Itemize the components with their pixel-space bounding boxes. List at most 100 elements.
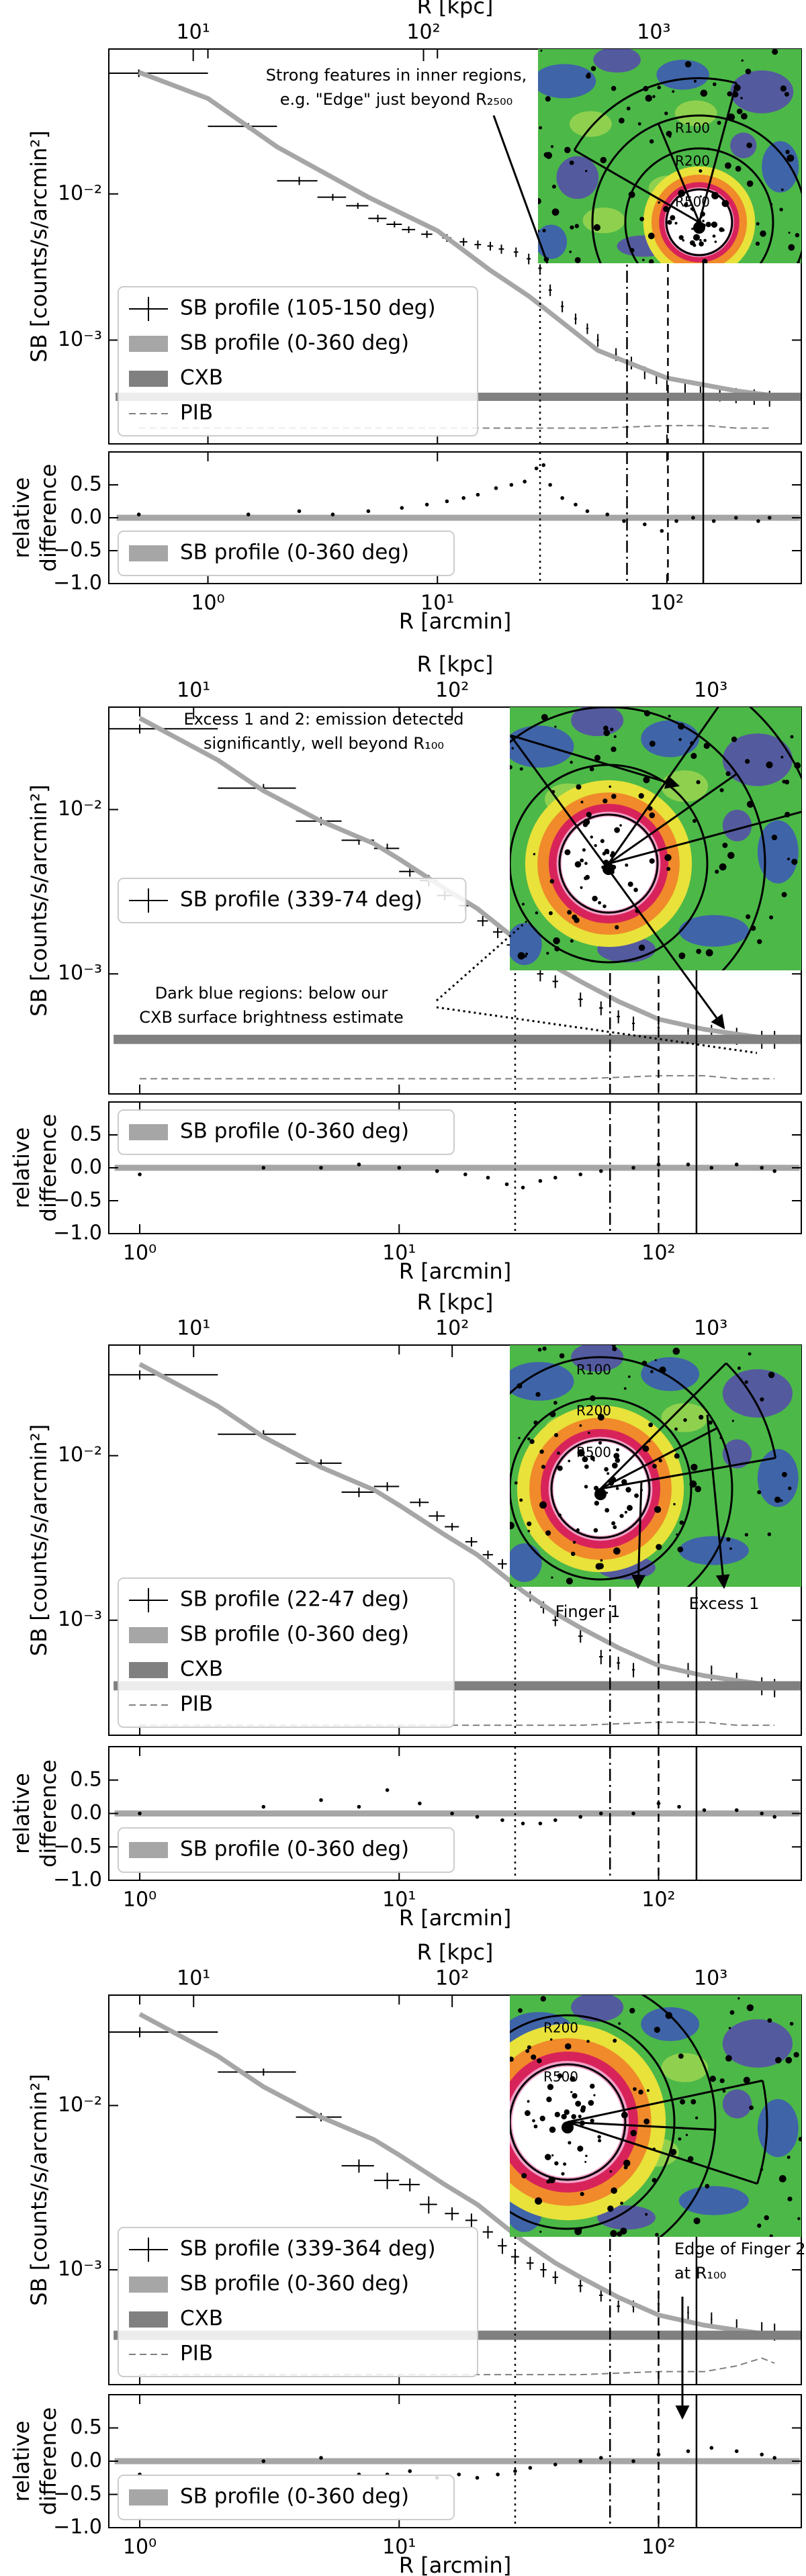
- legend-label: SB profile (0-360 deg): [180, 1119, 409, 1144]
- inset-source: [645, 2213, 648, 2216]
- inset-source: [574, 257, 581, 263]
- inset-source: [757, 1490, 762, 1495]
- inset-source: [774, 1496, 781, 1503]
- y-axis-label: SB [counts/s/arcmin²]: [26, 2074, 52, 2305]
- residual-point: [560, 496, 564, 500]
- annotation: Strong features in inner regions,: [266, 66, 527, 85]
- x-axis-label: R [arcmin]: [399, 1258, 511, 1284]
- plot-area: [114, 1162, 800, 1190]
- inset-radius-circle: [510, 1397, 692, 1581]
- annotation-arrow: [436, 1006, 758, 1054]
- inset-source: [540, 49, 543, 52]
- inset-source: [670, 215, 676, 221]
- inset-source: [781, 1471, 787, 1477]
- inset-source: [683, 203, 688, 208]
- inset-blob: [757, 820, 799, 884]
- inset-source: [687, 2156, 694, 2162]
- inset-arrow: [567, 2121, 715, 2131]
- inset-source: [620, 2201, 624, 2205]
- inset-source: [551, 2154, 554, 2157]
- inset-source: [740, 97, 743, 99]
- inset-source: [678, 738, 682, 741]
- residual-point: [541, 463, 546, 467]
- inset-source: [798, 2137, 801, 2142]
- inset-source: [638, 793, 644, 799]
- inset-source: [737, 1366, 742, 1370]
- inset-source: [580, 2105, 586, 2111]
- inset-source: [538, 229, 540, 233]
- inset-source: [537, 2058, 542, 2064]
- inset-source: [598, 1440, 602, 1445]
- residual-point: [772, 1169, 776, 1173]
- inset-sector-edge: [599, 1362, 727, 1490]
- inset-source: [603, 725, 609, 731]
- inset-source: [699, 238, 702, 242]
- inset-source: [597, 1563, 604, 1569]
- inset-source: [726, 1537, 731, 1542]
- inset-source: [584, 1464, 589, 1469]
- inset-source: [642, 259, 645, 262]
- y-tick-label: 0.5: [70, 1123, 102, 1146]
- inset-source: [655, 2233, 659, 2237]
- legend-symbol: [129, 2276, 168, 2293]
- residual-point: [397, 1166, 402, 1170]
- inset-source: [787, 2155, 791, 2159]
- inset-source: [540, 1996, 546, 2002]
- inset-source: [579, 1424, 582, 1427]
- legend-label: SB profile (339-364 deg): [180, 2237, 436, 2261]
- residual-point: [622, 519, 626, 523]
- legend-label: PIB: [180, 1692, 213, 1716]
- inset-source: [574, 224, 579, 228]
- inset-source: [611, 1521, 616, 1526]
- inset-blob: [678, 915, 749, 947]
- inset-source: [784, 91, 789, 97]
- residual-point: [677, 1804, 681, 1809]
- inset-source: [576, 784, 582, 790]
- legend-label: PIB: [180, 401, 213, 425]
- inset-source: [700, 89, 708, 97]
- inset-source: [529, 1439, 535, 1444]
- inset-source: [756, 222, 760, 226]
- inset-sector-edge: [600, 1457, 776, 1490]
- inset-source: [746, 2004, 754, 2011]
- inset-source: [778, 2175, 787, 2182]
- residual-point: [772, 2456, 776, 2460]
- inset-source: [604, 1508, 610, 1513]
- residual-point: [457, 2473, 461, 2477]
- inset-source: [749, 2105, 754, 2111]
- inset-source: [572, 2092, 578, 2099]
- inset-sector-arc: [756, 2080, 768, 2184]
- top-axis-label: R [kpc]: [417, 0, 494, 19]
- inset-source: [611, 2187, 617, 2194]
- inset-image: R100 R200 R500: [510, 1995, 801, 2237]
- x-tick-label: 10¹: [382, 2536, 416, 2559]
- inset-image: R100 R200 R500: [510, 1345, 801, 1587]
- residual-point: [538, 1179, 543, 1183]
- residual-point: [445, 499, 449, 504]
- residual-point: [408, 2469, 412, 2473]
- legend-box: [118, 878, 467, 923]
- legend-label: CXB: [180, 1657, 223, 1682]
- inset-source: [719, 863, 727, 871]
- legend-symbol: [129, 1662, 168, 1678]
- inset-source: [629, 2007, 635, 2014]
- inset-source: [646, 2089, 650, 2092]
- inset-blob: [510, 1362, 574, 1401]
- residual-point: [585, 509, 590, 513]
- legend-symbol: [129, 1842, 168, 1858]
- inset-source: [610, 727, 614, 731]
- inset-source: [787, 2197, 793, 2202]
- y-tick-label: 0.0: [70, 506, 102, 529]
- y-tick-label: −0.5: [53, 2482, 102, 2505]
- inset-source: [683, 1418, 687, 1422]
- inset-source: [521, 903, 525, 906]
- top-axis-label: R [kpc]: [417, 1289, 494, 1315]
- inset-source: [619, 1514, 624, 1518]
- inset-source: [654, 1506, 662, 1513]
- inset-label: R200: [675, 153, 710, 169]
- inset-source: [703, 238, 707, 242]
- residual-point: [509, 483, 514, 487]
- inset-source: [705, 2184, 710, 2189]
- inset-source: [545, 96, 551, 102]
- inset-source: [657, 85, 662, 90]
